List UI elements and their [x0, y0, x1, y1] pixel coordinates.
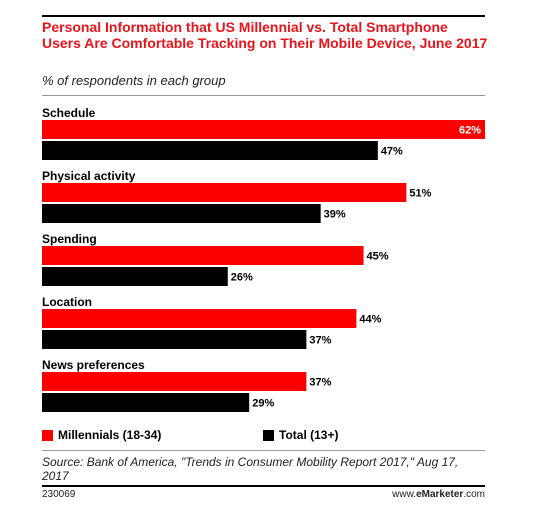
category-label-news-preferences: News preferences — [42, 358, 145, 372]
bar-spending-total — [42, 267, 228, 286]
bar-chart: Schedule 62% 47% Physical activity 51% 39% Spe… — [42, 106, 485, 412]
value-label-news-preferences-total: 29% — [252, 398, 274, 410]
brand-name: eMarketer — [416, 489, 464, 500]
bar-physical-activity-total — [42, 204, 321, 223]
legend: Millennials (18-34) Total (13+) — [42, 428, 488, 444]
brand-link[interactable]: www.eMarketer.com — [392, 489, 485, 500]
category-label-schedule: Schedule — [42, 106, 96, 120]
chart-subtitle: % of respondents in each group — [42, 73, 226, 88]
value-label-news-preferences-millennials: 37% — [309, 377, 331, 389]
value-label-physical-activity-millennials: 51% — [409, 188, 431, 200]
category-label-physical-activity: Physical activity — [42, 169, 136, 183]
value-label-spending-total: 26% — [231, 272, 253, 284]
bar-schedule-total — [42, 141, 378, 160]
value-label-physical-activity-total: 39% — [324, 209, 346, 221]
source-note: Source: Bank of America, "Trends in Cons… — [42, 455, 459, 483]
value-label-location-total: 37% — [309, 335, 331, 347]
legend-rule — [42, 450, 485, 451]
bottom-rule — [42, 485, 485, 487]
legend-item-total: Total (13+) — [263, 428, 338, 442]
bar-news-preferences-millennials — [42, 372, 307, 391]
bar-physical-activity-millennials — [42, 183, 407, 202]
value-label-location-millennials: 44% — [359, 314, 381, 326]
chart-title: Personal Information that US Millennial … — [42, 19, 488, 51]
value-label-schedule-millennials: 62% — [459, 125, 481, 137]
category-label-spending: Spending — [42, 232, 97, 246]
brand-prefix: www. — [392, 489, 417, 500]
chart-id: 230069 — [42, 489, 76, 500]
bar-spending-millennials — [42, 246, 364, 265]
subtitle-rule — [42, 95, 485, 96]
legend-label-total: Total (13+) — [279, 428, 339, 442]
category-label-location: Location — [42, 295, 92, 309]
legend-item-millennials: Millennials (18-34) — [42, 428, 161, 442]
bar-schedule-millennials — [42, 120, 485, 139]
bar-location-millennials — [42, 309, 357, 328]
top-rule — [42, 15, 485, 17]
value-label-schedule-total: 47% — [381, 146, 403, 158]
brand-suffix: .com — [463, 489, 485, 500]
legend-swatch-millennials — [42, 429, 53, 441]
value-label-spending-millennials: 45% — [367, 251, 389, 263]
bar-location-total — [42, 330, 307, 349]
legend-swatch-total — [263, 429, 274, 441]
legend-label-millennials: Millennials (18-34) — [58, 428, 162, 442]
bar-news-preferences-total — [42, 393, 250, 412]
